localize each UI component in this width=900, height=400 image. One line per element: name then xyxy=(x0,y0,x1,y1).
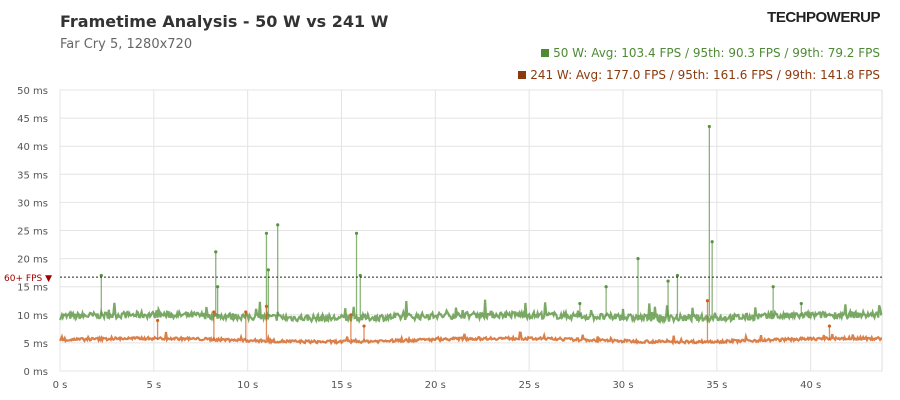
spike-point xyxy=(799,301,803,306)
x-tick-label: 10 s xyxy=(237,380,258,391)
chart-subtitle: Far Cry 5, 1280x720 xyxy=(60,37,193,52)
spike-point xyxy=(604,285,608,289)
spike-point xyxy=(362,324,366,328)
series-line-241w xyxy=(59,331,882,346)
y-tick-label: 30 ms xyxy=(17,198,48,209)
y-tick-label: 0 ms xyxy=(24,367,49,378)
fps-60-reference-label: 60+ FPS ▼ xyxy=(4,274,52,284)
x-tick-label: 40 s xyxy=(800,380,821,391)
legend-label-50w: 50 W: Avg: 103.4 FPS / 95th: 90.3 FPS / … xyxy=(553,46,880,60)
spike-point xyxy=(214,250,218,254)
spike-point xyxy=(675,273,680,278)
x-tick-label: 15 s xyxy=(331,380,352,391)
spike-point xyxy=(358,273,362,278)
y-tick-label: 40 ms xyxy=(17,142,48,153)
spike-point xyxy=(710,240,714,244)
spike-point xyxy=(99,273,103,278)
spike-point xyxy=(212,310,216,314)
legend-item-50w: 50 W: Avg: 103.4 FPS / 95th: 90.3 FPS / … xyxy=(541,46,880,60)
x-tick-label: 25 s xyxy=(519,380,540,391)
spike-point xyxy=(666,279,670,283)
y-tick-label: 20 ms xyxy=(17,255,48,266)
spike-point xyxy=(354,231,359,235)
spike-point xyxy=(771,285,775,289)
y-tick-label: 45 ms xyxy=(17,114,48,125)
spike-point xyxy=(155,318,160,323)
chart-title: Frametime Analysis - 50 W vs 241 W xyxy=(60,12,389,31)
x-tick-label: 20 s xyxy=(425,380,446,391)
y-tick-label: 5 ms xyxy=(24,339,49,350)
y-tick-label: 10 ms xyxy=(17,311,48,322)
x-tick-label: 0 s xyxy=(53,380,68,391)
spike-point xyxy=(349,313,353,317)
legend-label-241w: 241 W: Avg: 177.0 FPS / 95th: 161.6 FPS … xyxy=(530,68,880,82)
spike-point xyxy=(707,124,711,129)
x-tick-label: 5 s xyxy=(146,380,161,391)
y-tick-label: 35 ms xyxy=(17,170,48,181)
x-tick-label: 35 s xyxy=(706,380,727,391)
legend-swatch-241w xyxy=(518,71,527,79)
y-tick-label: 50 ms xyxy=(17,86,48,97)
spike-point xyxy=(244,310,248,314)
y-tick-label: 15 ms xyxy=(17,283,48,294)
spike-point xyxy=(636,257,640,261)
y-tick-label: 25 ms xyxy=(17,227,48,238)
series-line-50w xyxy=(58,299,883,325)
spike-point xyxy=(705,299,710,303)
spike-point xyxy=(216,285,220,289)
spike-point xyxy=(266,268,270,272)
legend-item-241w: 241 W: Avg: 177.0 FPS / 95th: 161.6 FPS … xyxy=(518,68,880,82)
spike-point xyxy=(264,231,269,235)
spike-point xyxy=(264,304,269,308)
techpowerup-logo: TECHPOWERUP xyxy=(767,9,880,26)
x-tick-label: 30 s xyxy=(612,380,633,391)
spike-point xyxy=(276,223,280,227)
spike-point xyxy=(827,324,832,328)
legend-swatch-50w xyxy=(541,49,550,57)
spike-point xyxy=(578,301,582,306)
